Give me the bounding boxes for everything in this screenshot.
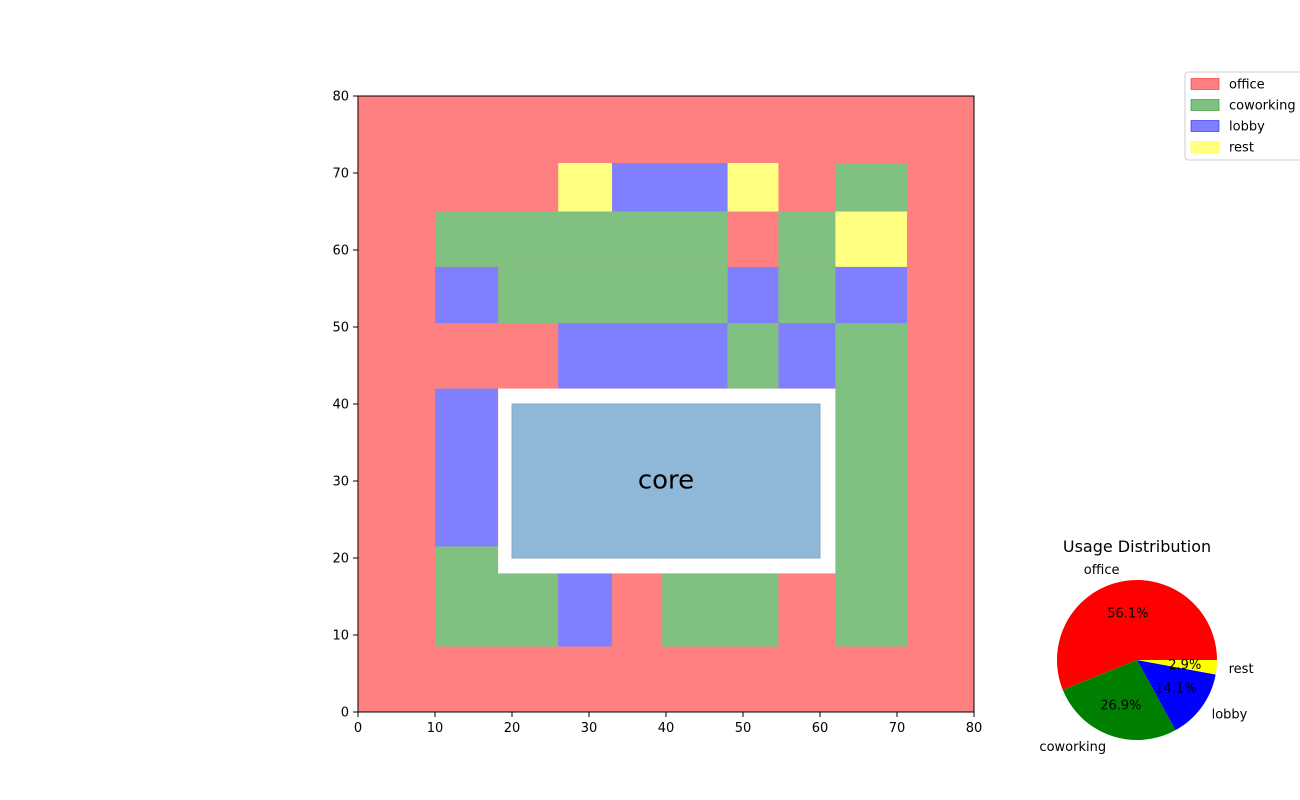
core-label: core	[638, 466, 694, 496]
legend-items: office coworking lobby rest	[1190, 78, 1296, 156]
legend-swatch-coworking	[1190, 99, 1220, 111]
x-tick-label: 50	[735, 721, 752, 736]
pie-pct-lobby: 14.1%	[1155, 682, 1196, 697]
pie-chart: Usage Distribution office 56.1% coworking 2…	[1039, 537, 1253, 755]
pie-title: Usage Distribution	[1063, 537, 1211, 556]
x-tick-label: 10	[427, 721, 444, 736]
x-tick-label: 70	[889, 721, 906, 736]
pie-label-lobby: lobby	[1212, 707, 1248, 722]
pie-pct-office: 56.1%	[1107, 606, 1148, 621]
zone-lobby-7	[435, 266, 499, 324]
pie-slice-rest	[1137, 660, 1217, 675]
zone-coworking-5	[778, 211, 836, 267]
y-axis-ticks: 0 10 20 30 40 50 60 70 80	[332, 90, 358, 721]
x-tick-label: 20	[504, 721, 521, 736]
zone-lobby-11	[835, 266, 908, 324]
zone-coworking-19	[662, 573, 779, 647]
y-tick-label: 30	[332, 475, 349, 490]
y-tick-label: 80	[332, 90, 349, 105]
zone-lobby-18	[558, 573, 613, 647]
usage-zones	[358, 96, 974, 712]
y-tick-label: 20	[332, 552, 349, 567]
zone-rest-6	[835, 211, 908, 267]
zone-lobby-1	[612, 162, 728, 212]
legend-swatch-lobby	[1190, 120, 1220, 132]
core-zone	[511, 403, 821, 559]
x-tick-label: 0	[354, 721, 362, 736]
zone-lobby-12	[558, 323, 728, 389]
legend-label-office: office	[1229, 78, 1265, 93]
x-tick-label: 60	[812, 721, 829, 736]
pie-slice-office	[1057, 579, 1217, 690]
pie-slices	[1057, 579, 1217, 740]
y-tick-label: 50	[332, 321, 349, 336]
floor-plan-chart: core 0 10 20 30 40 50 60 70 80 0 10 20 30 40 50 60 70 80	[332, 90, 982, 737]
legend-frame	[1184, 71, 1300, 161]
legend-label-lobby: lobby	[1229, 120, 1265, 135]
zone-coworking-4	[435, 211, 728, 267]
y-tick-label: 70	[332, 167, 349, 182]
zone-coworking-15	[835, 323, 908, 647]
pie-pct-coworking: 26.9%	[1100, 699, 1141, 714]
zone-rest-2	[727, 162, 779, 212]
x-axis-ticks: 0 10 20 30 40 50 60 70 80	[354, 712, 982, 736]
y-tick-label: 40	[332, 398, 349, 413]
x-tick-label: 30	[581, 721, 598, 736]
pie-labels: office 56.1% coworking 26.9% lobby 14.1% rest 2…	[1039, 563, 1253, 755]
x-tick-label: 40	[658, 721, 675, 736]
zone-coworking-10	[778, 266, 836, 324]
pie-pct-rest: 2.9%	[1168, 658, 1201, 673]
y-tick-label: 60	[332, 244, 349, 259]
pie-label-coworking: coworking	[1039, 740, 1106, 755]
pie-slice-coworking	[1062, 660, 1176, 740]
zone-coworking-3	[835, 162, 908, 212]
pie-label-rest: rest	[1229, 662, 1254, 677]
y-tick-label: 0	[341, 706, 349, 721]
y-tick-label: 10	[332, 629, 349, 644]
legend-swatch-office	[1190, 78, 1220, 90]
legend-swatch-rest	[1190, 141, 1220, 153]
zone-coworking-13	[727, 323, 779, 389]
zone-lobby-14	[778, 323, 836, 389]
legend: office coworking lobby rest	[1184, 71, 1300, 161]
zone-lobby-9	[727, 266, 779, 324]
legend-label-rest: rest	[1229, 141, 1254, 156]
legend-label-coworking: coworking	[1229, 99, 1296, 114]
x-tick-label: 80	[966, 721, 983, 736]
zone-rest-0	[558, 162, 613, 212]
zone-lobby-16	[435, 388, 499, 547]
pie-slice-lobby	[1137, 660, 1216, 731]
pie-label-office: office	[1084, 563, 1120, 578]
zone-coworking-8	[498, 266, 728, 324]
